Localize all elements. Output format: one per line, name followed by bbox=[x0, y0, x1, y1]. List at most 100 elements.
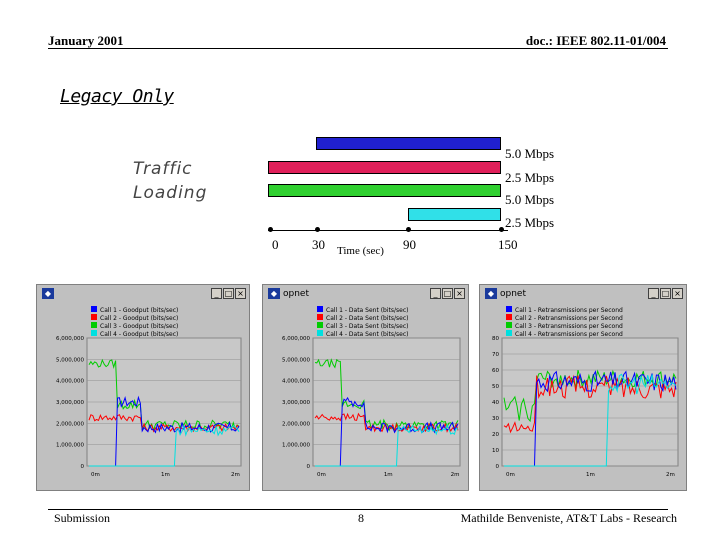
legend-entry: Call 4 - Data Sent (bits/sec) bbox=[326, 331, 408, 338]
y-tick-label: 60 bbox=[492, 368, 499, 374]
maximize-button[interactable]: □ bbox=[442, 288, 453, 299]
series-line-call3 bbox=[314, 358, 459, 432]
legend-entry: Call 2 - Data Sent (bits/sec) bbox=[326, 315, 408, 322]
series-line-call4 bbox=[504, 373, 677, 467]
legend-swatch bbox=[506, 314, 512, 320]
legend-entry: Call 3 - Goodput (bits/sec) bbox=[100, 323, 178, 330]
slide-title: Legacy Only bbox=[60, 86, 174, 107]
y-tick-label: 80 bbox=[492, 336, 499, 342]
y-tick-label: 50 bbox=[492, 384, 499, 390]
legend-swatch bbox=[506, 306, 512, 312]
legend-entry: Call 3 - Retransmissions per Second bbox=[515, 323, 623, 330]
close-button[interactable]: × bbox=[454, 288, 465, 299]
app-icon: ◆ bbox=[485, 288, 497, 299]
x-tick-label: 1m bbox=[161, 472, 170, 478]
legend-entry: Call 1 - Data Sent (bits/sec) bbox=[326, 307, 408, 314]
time-axis-line bbox=[268, 230, 508, 231]
legend-swatch bbox=[317, 306, 323, 312]
y-tick-label: 70 bbox=[492, 352, 499, 358]
x-tick-label: 2m bbox=[451, 472, 460, 478]
data-sent-window[interactable]: ◆ opnet _ □ × Call 1 - Data Sent (bits/s… bbox=[262, 284, 469, 491]
retransmissions-window[interactable]: ◆ opnet _ □ × Call 1 - Retransmissions p… bbox=[479, 284, 687, 491]
y-tick-label: 5,000,000 bbox=[56, 357, 84, 363]
x-tick-label: 0m bbox=[91, 472, 100, 478]
y-tick-label: 0 bbox=[496, 464, 500, 470]
time-axis-label: Time (sec) bbox=[337, 245, 384, 257]
x-tick-label: 1m bbox=[384, 472, 393, 478]
y-tick-label: 20 bbox=[492, 432, 499, 438]
y-tick-label: 0 bbox=[307, 464, 311, 470]
y-tick-label: 2,000,000 bbox=[282, 421, 310, 427]
goodput-chart: Call 1 - Goodput (bits/sec)Call 2 - Good… bbox=[39, 302, 247, 488]
series-line-call4 bbox=[89, 424, 240, 467]
series-line-call2 bbox=[314, 412, 459, 434]
traffic-bar-call4 bbox=[407, 208, 501, 221]
footer-rule bbox=[48, 509, 668, 510]
time-axis-tick-150 bbox=[499, 227, 504, 232]
close-button[interactable]: × bbox=[235, 288, 246, 299]
legend-entry: Call 1 - Goodput (bits/sec) bbox=[100, 307, 178, 314]
series-line-call3 bbox=[88, 358, 240, 432]
legend-swatch bbox=[91, 322, 97, 328]
minimize-button[interactable]: _ bbox=[211, 288, 222, 299]
series-line-call2 bbox=[503, 374, 677, 434]
window-titlebar[interactable]: ◆ _ □ × bbox=[39, 287, 247, 301]
x-tick-label: 2m bbox=[666, 472, 675, 478]
window-titlebar[interactable]: ◆ opnet _ □ × bbox=[482, 287, 684, 301]
traffic-bar-call2 bbox=[268, 161, 501, 174]
legend-swatch bbox=[91, 306, 97, 312]
y-tick-label: 3,000,000 bbox=[56, 400, 84, 406]
maximize-button[interactable]: □ bbox=[223, 288, 234, 299]
rate-label-call1: 5.0 Mbps bbox=[505, 146, 555, 161]
legend-entry: Call 2 - Goodput (bits/sec) bbox=[100, 315, 178, 322]
traffic-label-line1: Traffic bbox=[133, 159, 193, 179]
rate-label-call4: 2.5 Mbps bbox=[505, 215, 555, 230]
traffic-bar-call1 bbox=[316, 137, 501, 150]
x-tick-label: 0m bbox=[506, 472, 515, 478]
goodput-window[interactable]: ◆ _ □ × Call 1 - Goodput (bits/sec) Call … bbox=[36, 284, 250, 491]
y-tick-label: 6,000,000 bbox=[282, 336, 310, 342]
close-button[interactable]: × bbox=[672, 288, 683, 299]
series-line-call3 bbox=[503, 369, 677, 423]
maximize-button[interactable]: □ bbox=[660, 288, 671, 299]
legend-swatch bbox=[317, 330, 323, 336]
y-tick-label: 3,000,000 bbox=[282, 400, 310, 406]
legend-swatch bbox=[317, 314, 323, 320]
legend-swatch bbox=[91, 330, 97, 336]
time-axis-tick-30 bbox=[315, 227, 320, 232]
footer-page-number: 8 bbox=[358, 511, 364, 525]
x-tick-label: 0m bbox=[317, 472, 326, 478]
app-icon: ◆ bbox=[42, 288, 54, 299]
time-tick-label-0: 0 bbox=[272, 237, 279, 252]
legend-swatch bbox=[506, 330, 512, 336]
legend-swatch bbox=[506, 322, 512, 328]
header-rule bbox=[48, 48, 668, 49]
y-tick-label: 5,000,000 bbox=[282, 357, 310, 363]
data-sent-chart: Call 1 - Data Sent (bits/sec)Call 2 - Da… bbox=[265, 302, 466, 488]
legend-swatch bbox=[91, 314, 97, 320]
y-tick-label: 40 bbox=[492, 400, 499, 406]
y-tick-label: 30 bbox=[492, 416, 499, 422]
traffic-label-line2: Loading bbox=[133, 183, 208, 203]
retransmissions-chart: Call 1 - Retransmissions per SecondCall … bbox=[482, 302, 684, 488]
series-line-call4 bbox=[315, 424, 459, 467]
rate-label-call2: 2.5 Mbps bbox=[505, 170, 555, 185]
window-titlebar[interactable]: ◆ opnet _ □ × bbox=[265, 287, 466, 301]
time-tick-label-150: 150 bbox=[498, 237, 518, 252]
legend-entry: Call 2 - Retransmissions per Second bbox=[515, 315, 623, 322]
y-tick-label: 4,000,000 bbox=[56, 379, 84, 385]
time-tick-label-90: 90 bbox=[403, 237, 416, 252]
minimize-button[interactable]: _ bbox=[648, 288, 659, 299]
y-tick-label: 6,000,000 bbox=[56, 336, 84, 342]
traffic-loading-label: Traffic Loading bbox=[133, 157, 207, 205]
window-title: opnet bbox=[283, 289, 309, 299]
x-tick-label: 1m bbox=[586, 472, 595, 478]
traffic-bar-call3 bbox=[268, 184, 501, 197]
legend-entry: Call 3 - Data Sent (bits/sec) bbox=[326, 323, 408, 330]
legend-entry: Call 4 - Retransmissions per Second bbox=[515, 331, 623, 338]
x-tick-label: 2m bbox=[231, 472, 240, 478]
time-axis-tick-90 bbox=[406, 227, 411, 232]
minimize-button[interactable]: _ bbox=[430, 288, 441, 299]
y-tick-label: 10 bbox=[492, 448, 499, 454]
time-axis-tick-0 bbox=[268, 227, 273, 232]
